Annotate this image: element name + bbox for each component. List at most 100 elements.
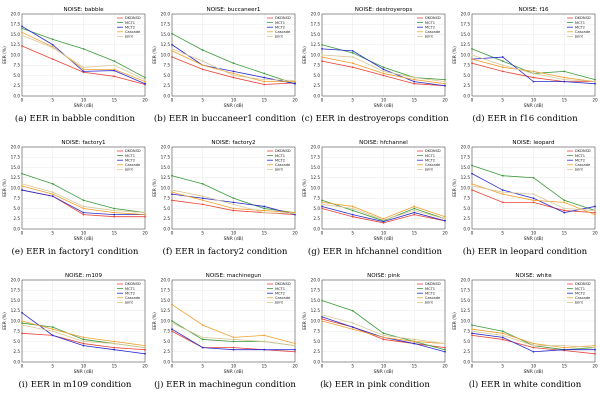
data-point-mct2 xyxy=(263,205,266,208)
x-tick-label: 10 xyxy=(531,98,537,103)
x-tick-label: 20 xyxy=(592,98,598,103)
legend-label: DKDNSD xyxy=(275,282,291,286)
y-tick-label: 10.0 xyxy=(311,318,321,323)
y-tick-label: 20.0 xyxy=(11,144,21,149)
legend-label: DKDNSD xyxy=(425,16,441,20)
x-tick-label: 5 xyxy=(501,231,504,236)
data-point-dkdnsd xyxy=(171,199,173,202)
data-point-dkdnsd xyxy=(263,83,266,86)
data-point-mct2 xyxy=(501,189,504,191)
data-point-dkdnsd xyxy=(413,82,416,85)
x-tick-label: 15 xyxy=(562,98,568,103)
data-point-mct2 xyxy=(171,193,173,196)
y-tick-label: 0.0 xyxy=(13,93,20,98)
chart-svg: 0.0 2.5 5.0 7.5 10.0 12.5 15.0 17.5 20.0 0 5 10 15 20… xyxy=(302,140,448,242)
plot-frame xyxy=(21,13,146,97)
x-tick-label: 0 xyxy=(321,98,324,103)
data-point-joint xyxy=(201,60,204,63)
data-point-mct1 xyxy=(263,72,266,75)
data-point-mct1 xyxy=(532,176,535,179)
data-point-cascade xyxy=(413,340,416,343)
data-point-cascade xyxy=(113,68,116,71)
data-point-mct2 xyxy=(501,56,504,58)
y-tick-label: 20.0 xyxy=(161,144,171,149)
data-point-cascade xyxy=(501,193,504,196)
figure-caption: (j) EER in machinegun condition xyxy=(154,380,296,390)
figure-caption: (i) EER in m109 condition xyxy=(18,380,132,390)
x-tick-label: 5 xyxy=(501,98,504,103)
x-axis-label: SNR (dB) xyxy=(74,369,94,375)
legend-label: MCT1 xyxy=(275,21,285,25)
data-point-dkdnsd xyxy=(82,342,85,345)
x-tick-label: 10 xyxy=(231,98,237,103)
y-tick-label: 12.5 xyxy=(311,42,321,47)
chart-title: NOISE: hfchannel xyxy=(359,140,408,146)
y-tick-label: 0.0 xyxy=(163,93,170,98)
legend-label: Cascade xyxy=(125,296,141,300)
legend-label: Joint xyxy=(574,168,584,172)
data-point-cascade xyxy=(82,207,85,210)
y-tick-label: 2.5 xyxy=(13,216,20,221)
data-point-joint xyxy=(232,203,235,206)
data-point-joint xyxy=(351,207,354,210)
data-point-mct1 xyxy=(444,78,446,81)
data-point-dkdnsd xyxy=(532,76,535,79)
data-point-joint xyxy=(444,217,446,220)
chart-svg: 0.0 2.5 5.0 7.5 10.0 12.5 15.0 17.5 20.0 0 5 10 15 20… xyxy=(2,273,148,375)
data-point-joint xyxy=(171,47,173,50)
data-point-joint xyxy=(113,342,116,345)
data-point-joint xyxy=(171,322,173,324)
y-tick-label: 20.0 xyxy=(461,11,471,16)
data-point-dkdnsd xyxy=(471,189,473,191)
data-point-mct2 xyxy=(201,346,204,349)
data-point-mct2 xyxy=(144,352,146,355)
data-point-mct2 xyxy=(21,311,23,314)
data-point-dkdnsd xyxy=(351,66,354,69)
figure-caption: (h) EER in leopard condition xyxy=(462,247,588,257)
data-point-cascade xyxy=(563,201,566,204)
data-point-joint xyxy=(594,346,596,349)
chart-panel-3: 0.0 2.5 5.0 7.5 10.0 12.5 15.0 17.5 20.0 0 5 10 15 20… xyxy=(300,0,450,133)
data-point-dkdnsd xyxy=(444,346,446,349)
chart-panel-9: 0.0 2.5 5.0 7.5 10.0 12.5 15.0 17.5 20.0 0 5 10 15 20… xyxy=(0,266,150,399)
y-tick-label: 15.0 xyxy=(311,32,321,37)
x-tick-label: 5 xyxy=(351,98,354,103)
x-tick-label: 10 xyxy=(381,231,387,236)
legend-label: Cascade xyxy=(425,296,441,300)
legend-label: Joint xyxy=(424,35,434,39)
x-tick-label: 20 xyxy=(292,231,298,236)
data-point-mct2 xyxy=(563,80,566,83)
legend-label: DKDNSD xyxy=(125,149,141,153)
plot-frame xyxy=(171,146,296,230)
figure-caption: (c) EER in destroyerops condition xyxy=(301,114,449,124)
data-point-cascade xyxy=(171,303,173,306)
x-tick-label: 5 xyxy=(351,364,354,369)
data-point-mct2 xyxy=(563,348,566,351)
x-axis-label: SNR (dB) xyxy=(74,103,94,109)
chart-svg: 0.0 2.5 5.0 7.5 10.0 12.5 15.0 17.5 20.0 0 5 10 15 20… xyxy=(452,273,598,375)
data-point-mct1 xyxy=(171,174,173,177)
y-tick-label: 5.0 xyxy=(13,339,20,344)
x-tick-label: 20 xyxy=(292,364,298,369)
x-tick-label: 10 xyxy=(231,231,237,236)
x-tick-label: 20 xyxy=(292,98,298,103)
x-tick-label: 10 xyxy=(81,364,87,369)
data-point-dkdnsd xyxy=(82,213,85,216)
plot-frame xyxy=(21,146,146,230)
data-point-mct1 xyxy=(444,348,446,351)
y-tick-label: 2.5 xyxy=(163,83,170,88)
data-point-mct2 xyxy=(444,84,446,87)
data-point-mct1 xyxy=(413,207,416,210)
y-tick-label: 17.5 xyxy=(11,288,21,293)
data-point-mct1 xyxy=(263,207,266,210)
data-point-cascade xyxy=(532,342,535,345)
legend-label: Joint xyxy=(574,301,584,305)
legend-label: Cascade xyxy=(425,163,441,167)
data-point-dkdnsd xyxy=(501,338,504,341)
data-point-mct2 xyxy=(294,82,296,85)
data-point-cascade xyxy=(294,342,296,345)
data-point-mct1 xyxy=(144,76,146,79)
